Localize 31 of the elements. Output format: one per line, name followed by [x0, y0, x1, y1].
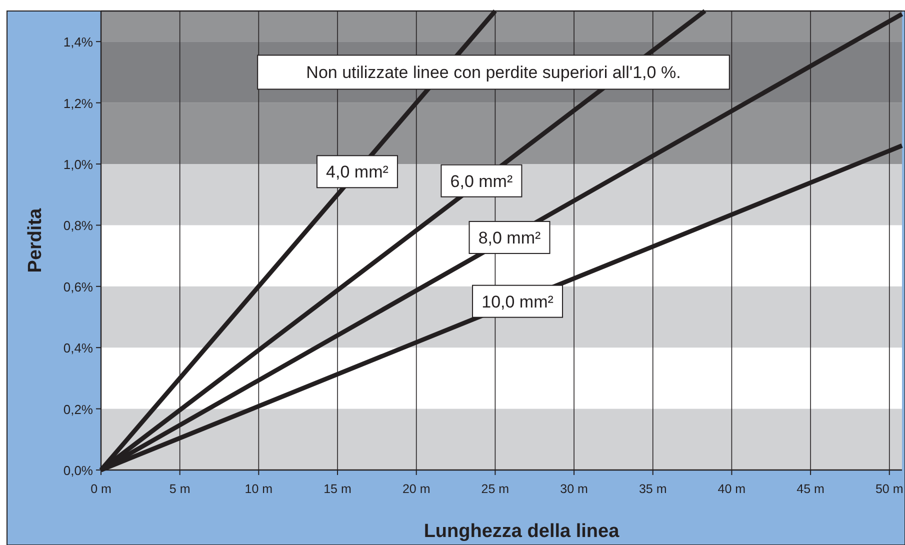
x-tick-label: 20 m [402, 482, 430, 496]
y-tick-label: 1,4% [63, 34, 94, 50]
x-tick-label: 40 m [718, 482, 746, 496]
x-tick-label: 50 m [875, 482, 904, 496]
label-box: 8,0 mm² [468, 220, 550, 254]
x-tick-label: 15 m [324, 482, 352, 496]
y-tick-label: 0,6% [63, 279, 94, 294]
y-tick-label: 1,0% [63, 157, 94, 172]
label-box: 10,0 mm² [472, 284, 564, 318]
y-axis-title: Perdita [25, 208, 46, 273]
y-tick-label: 1,2% [63, 96, 94, 111]
label-box: 4,0 mm² [316, 155, 398, 188]
y-tick-label: 0,0% [63, 463, 94, 478]
annotation: Non utilizzate linee con perdite superiori all'1,0 %. [306, 63, 681, 82]
series-label: 10,0 mm² [482, 292, 554, 312]
series-label: 8,0 mm² [478, 228, 542, 248]
x-axis-title: Lunghezza della linea [424, 521, 620, 542]
series-label: 6,0 mm² [450, 172, 513, 191]
label-box: 6,0 mm² [440, 164, 522, 198]
series-label: 4,0 mm² [326, 162, 389, 182]
note-box: Non utilizzate linee con perdite superiori all'1,0 %. [257, 54, 730, 90]
x-tick-label: 10 m [244, 482, 273, 496]
x-tick-label: 30 m [560, 482, 588, 496]
y-tick-label: 0,8% [63, 218, 94, 234]
x-tick-label: 25 m [481, 482, 510, 496]
x-tick-label: 5 m [169, 482, 190, 496]
x-tick-label: 35 m [638, 482, 667, 496]
y-tick-label: 0,2% [63, 402, 94, 417]
y-tick-label: 0,4% [63, 340, 94, 356]
x-tick-label: 45 m [796, 482, 824, 496]
x-tick-label: 0 m [90, 482, 112, 496]
